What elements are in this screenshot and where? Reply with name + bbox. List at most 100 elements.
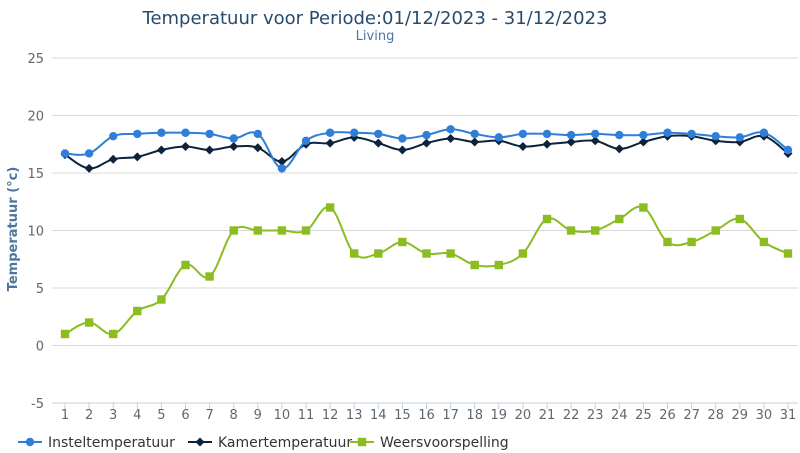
data-point (157, 128, 166, 137)
data-point (446, 134, 456, 143)
data-point (60, 329, 70, 339)
x-tick-label: 3 (109, 408, 117, 423)
data-point (615, 130, 624, 140)
x-tick-label: 14 (370, 408, 387, 423)
data-point (277, 157, 287, 166)
y-tick-label: 15 (27, 167, 44, 182)
x-tick-label: 18 (466, 408, 483, 423)
x-tick-label: 31 (780, 408, 797, 423)
data-point (518, 249, 528, 258)
data-point (542, 129, 552, 139)
data-point (84, 149, 94, 158)
data-point (374, 249, 383, 258)
chart-title: Temperatuur voor Periode:01/12/2023 - 31… (142, 8, 608, 29)
data-point (181, 128, 190, 137)
data-point (253, 143, 263, 153)
x-tick-label: 22 (563, 408, 580, 423)
data-point (398, 134, 407, 143)
data-point (84, 163, 94, 173)
y-tick-label: -5 (31, 397, 44, 412)
x-tick-label: 6 (181, 408, 189, 423)
data-point (711, 132, 720, 141)
data-point (783, 249, 793, 258)
x-tick-label: 24 (611, 408, 628, 423)
y-axis-label: Temperatuur (°c) (6, 167, 21, 292)
data-point (181, 260, 190, 270)
x-tick-label: 5 (157, 408, 165, 423)
data-point (759, 128, 769, 137)
x-tick-label: 4 (133, 408, 141, 423)
data-point (639, 203, 648, 212)
data-point (325, 203, 335, 212)
data-point (614, 144, 624, 154)
data-point (253, 129, 262, 139)
data-point (398, 237, 407, 247)
data-point (301, 136, 311, 145)
legend-label: Insteltemperatuur (48, 435, 175, 451)
legend-item-kamertemperatuur[interactable]: Kamertemperatuur (188, 435, 352, 451)
x-axis: 1 2 3 4 5 6 7 8 9 10 11 12 13 14 15 16 17 18 19 20 21 22 23 24 2… (52, 402, 798, 423)
legend: Insteltemperatuur Kamertemperatuur Weersvo… (18, 435, 509, 451)
data-point (687, 129, 696, 139)
x-tick-label: 28 (707, 408, 724, 423)
data-point (759, 237, 769, 247)
data-point (277, 164, 287, 173)
x-tick-label: 26 (659, 408, 676, 423)
x-tick-label: 17 (442, 408, 459, 423)
data-point (711, 226, 720, 235)
data-point (735, 133, 744, 142)
x-tick-label: 9 (254, 408, 262, 423)
data-point (374, 129, 383, 139)
data-point (783, 145, 793, 155)
data-point (735, 214, 744, 224)
data-point (518, 142, 528, 152)
data-point (84, 318, 94, 327)
x-tick-label: 11 (298, 408, 315, 423)
data-point (156, 145, 166, 155)
data-point (470, 129, 479, 139)
data-point (518, 129, 528, 139)
data-point (591, 226, 600, 235)
x-tick-label: 16 (418, 408, 435, 423)
data-point (663, 237, 672, 247)
data-point (639, 130, 648, 140)
legend-item-weersvoorspelling[interactable]: Weersvoorspelling (350, 435, 509, 451)
y-tick-label: 0 (36, 340, 44, 355)
y-axis: -5 0 5 10 15 20 25 (27, 52, 44, 412)
legend-item-insteltemperatuur[interactable]: Insteltemperatuur (18, 435, 175, 451)
x-tick-label: 20 (515, 408, 532, 423)
data-point (422, 138, 431, 148)
legend-marker (195, 437, 205, 447)
data-point (253, 226, 262, 235)
legend-marker (357, 437, 367, 447)
data-point (446, 249, 455, 258)
data-point (470, 137, 480, 147)
data-point (109, 132, 118, 141)
data-point (301, 226, 311, 235)
x-tick-label: 10 (274, 408, 291, 423)
data-point (205, 272, 214, 281)
data-point (470, 260, 479, 270)
grid (52, 57, 798, 404)
data-point (229, 142, 239, 152)
data-point (446, 125, 455, 134)
data-point (132, 152, 142, 162)
x-tick-label: 1 (61, 408, 69, 423)
data-point (422, 249, 431, 258)
data-point (663, 128, 672, 137)
data-point (108, 154, 118, 164)
data-point (277, 226, 287, 235)
data-point (591, 129, 600, 139)
series-line (64, 205, 789, 336)
chart-subtitle: Living (356, 29, 395, 44)
data-point (205, 145, 215, 155)
data-point (133, 306, 142, 316)
x-tick-label: 21 (539, 408, 556, 423)
data-point (566, 130, 576, 140)
data-point (325, 138, 335, 148)
x-tick-label: 15 (394, 408, 411, 423)
data-point (133, 129, 142, 139)
data-point (373, 138, 383, 148)
data-point (350, 128, 359, 137)
